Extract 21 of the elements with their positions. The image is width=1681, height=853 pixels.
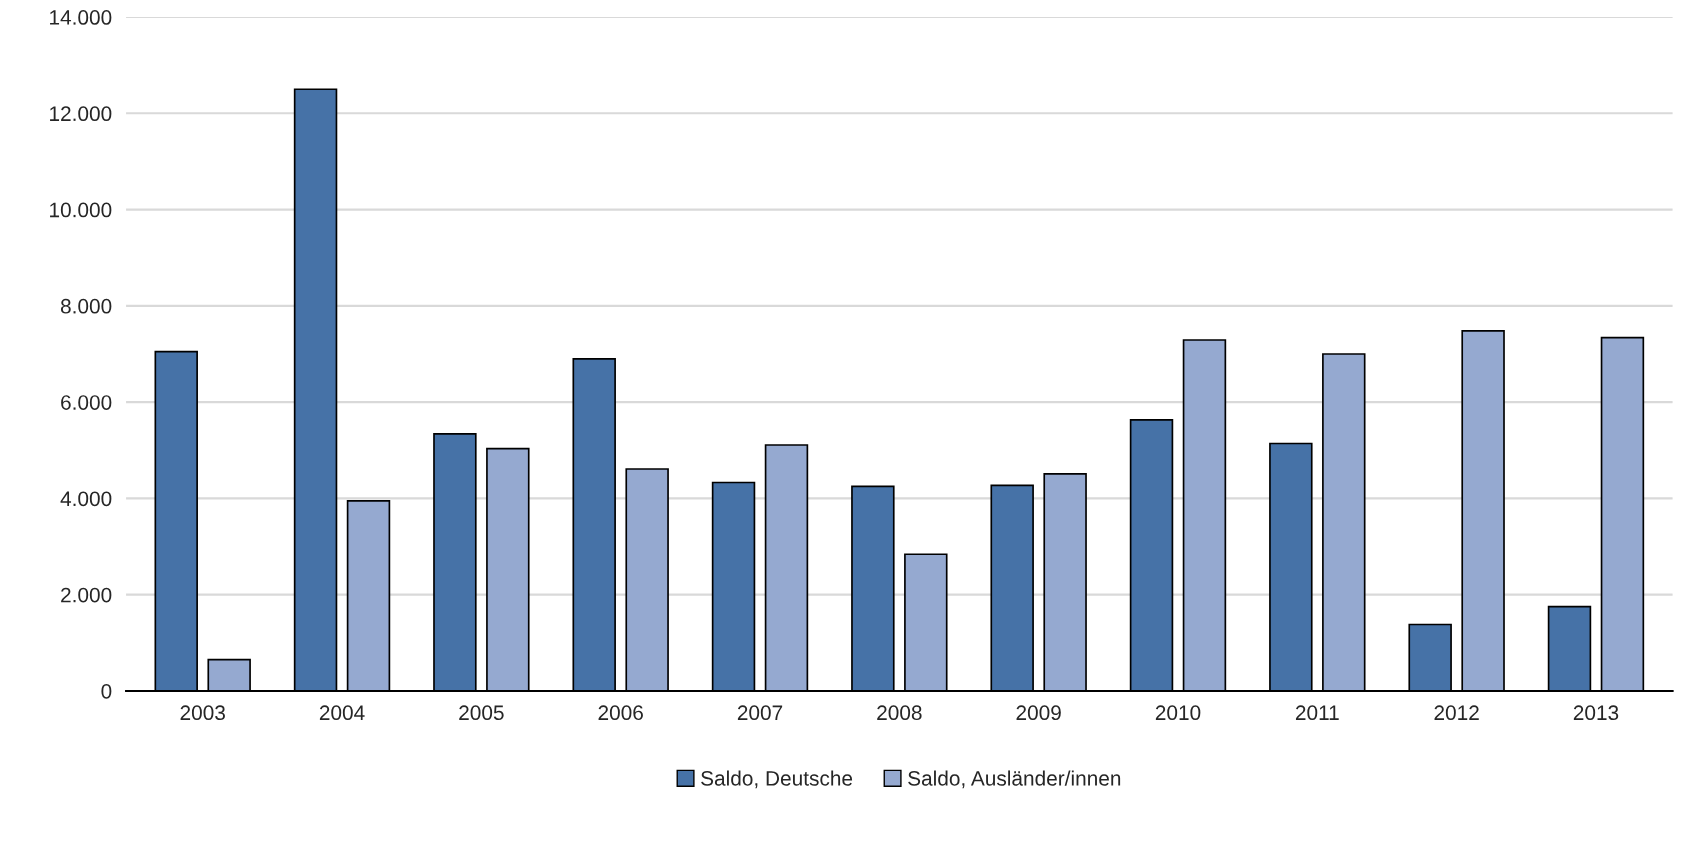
- x-tick-label: 2003: [180, 705, 225, 721]
- legend-label: Saldo, Ausländer/innen: [908, 770, 1121, 789]
- y-tick-label: 14.000: [50, 10, 112, 25]
- x-tick-label: 2004: [319, 705, 365, 721]
- y-tick-label: 10.000: [50, 202, 112, 218]
- y-tick-label: 12.000: [50, 106, 112, 122]
- y-tick-label: 8.000: [60, 298, 112, 314]
- y-tick-label: 0: [101, 683, 112, 699]
- x-tick-label: 2007: [737, 705, 783, 721]
- y-tick-label: 4.000: [60, 491, 112, 507]
- x-tick-label: 2009: [1016, 705, 1061, 721]
- x-tick-label: 2005: [459, 705, 504, 721]
- x-tick-label: 2011: [1295, 705, 1339, 721]
- x-tick-label: 2013: [1573, 705, 1619, 721]
- x-tick-label: 2012: [1434, 705, 1479, 721]
- x-tick-label: 2010: [1155, 705, 1201, 721]
- y-tick-label: 6.000: [61, 395, 112, 410]
- x-tick-label: 2006: [598, 705, 643, 721]
- legend-label: Saldo, Deutsche: [701, 770, 853, 789]
- x-tick-label: 2008: [877, 705, 922, 721]
- y-tick-label: 2.000: [61, 587, 112, 603]
